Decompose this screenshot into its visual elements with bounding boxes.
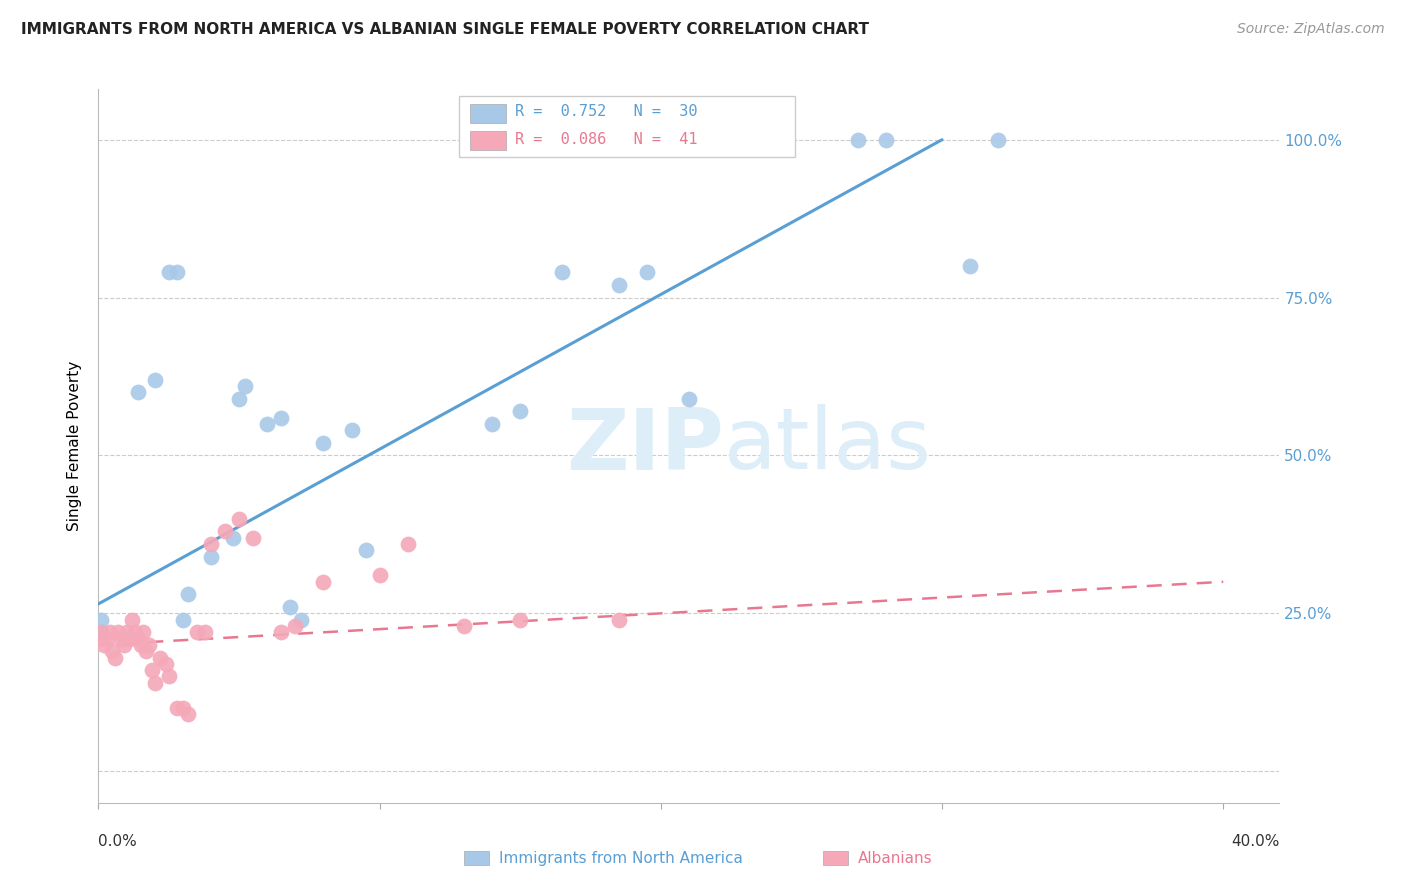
Point <box>107 625 129 640</box>
Point <box>90 632 112 646</box>
Point <box>200 549 222 564</box>
Point <box>290 613 312 627</box>
Point <box>987 133 1010 147</box>
Point <box>270 625 292 640</box>
Point <box>278 600 301 615</box>
Point <box>607 613 630 627</box>
Point <box>157 265 180 279</box>
Point <box>141 663 163 677</box>
Text: 0.0%: 0.0% <box>98 834 138 849</box>
Point <box>115 625 138 640</box>
Text: ZIP: ZIP <box>567 404 724 488</box>
Point <box>222 531 245 545</box>
Point <box>177 707 200 722</box>
Point <box>875 133 897 147</box>
Point <box>233 379 256 393</box>
Point <box>124 625 146 640</box>
Point <box>312 574 335 589</box>
Text: atlas: atlas <box>724 404 932 488</box>
FancyBboxPatch shape <box>471 131 506 150</box>
Point <box>166 701 188 715</box>
Point <box>155 657 177 671</box>
Point <box>143 675 166 690</box>
Point <box>129 638 152 652</box>
Point <box>481 417 503 431</box>
Point <box>270 410 292 425</box>
Point <box>138 638 160 652</box>
Point <box>166 265 188 279</box>
Point <box>636 265 658 279</box>
Point <box>132 625 155 640</box>
Point <box>127 632 149 646</box>
Point <box>118 632 141 646</box>
Text: R =  0.752   N =  30: R = 0.752 N = 30 <box>516 103 697 119</box>
Point <box>678 392 700 406</box>
Point <box>127 385 149 400</box>
Point <box>157 669 180 683</box>
Point <box>846 133 869 147</box>
Text: R =  0.086   N =  41: R = 0.086 N = 41 <box>516 132 697 147</box>
Point <box>135 644 157 658</box>
Point <box>98 625 121 640</box>
Point <box>396 537 419 551</box>
Point <box>177 587 200 601</box>
Point <box>214 524 236 539</box>
Point <box>186 625 208 640</box>
Point <box>90 625 112 640</box>
Point <box>607 277 630 292</box>
Point <box>453 619 475 633</box>
Text: Source: ZipAtlas.com: Source: ZipAtlas.com <box>1237 22 1385 37</box>
Point <box>112 638 135 652</box>
Text: Immigrants from North America: Immigrants from North America <box>499 851 742 865</box>
Text: IMMIGRANTS FROM NORTH AMERICA VS ALBANIAN SINGLE FEMALE POVERTY CORRELATION CHAR: IMMIGRANTS FROM NORTH AMERICA VS ALBANIA… <box>21 22 869 37</box>
Point <box>228 392 250 406</box>
Text: 40.0%: 40.0% <box>1232 834 1279 849</box>
Point <box>172 613 194 627</box>
Point <box>149 650 172 665</box>
Point <box>110 632 132 646</box>
Point <box>312 435 335 450</box>
Point <box>101 644 124 658</box>
Point <box>368 568 391 582</box>
Point <box>172 701 194 715</box>
Text: Albanians: Albanians <box>858 851 932 865</box>
Point <box>509 404 531 418</box>
Point <box>143 373 166 387</box>
Point <box>242 531 264 545</box>
Point <box>194 625 217 640</box>
Point <box>509 613 531 627</box>
Point <box>93 638 115 652</box>
Point <box>354 543 377 558</box>
Point <box>340 423 363 437</box>
Point <box>256 417 278 431</box>
Point <box>551 265 574 279</box>
Y-axis label: Single Female Poverty: Single Female Poverty <box>67 361 83 531</box>
Point <box>200 537 222 551</box>
Point <box>96 632 118 646</box>
Point <box>121 613 143 627</box>
Point <box>90 625 112 640</box>
Point <box>104 650 127 665</box>
Point <box>284 619 307 633</box>
FancyBboxPatch shape <box>458 96 796 157</box>
FancyBboxPatch shape <box>471 104 506 123</box>
Point <box>228 511 250 525</box>
Point <box>959 259 981 273</box>
Point <box>90 613 112 627</box>
